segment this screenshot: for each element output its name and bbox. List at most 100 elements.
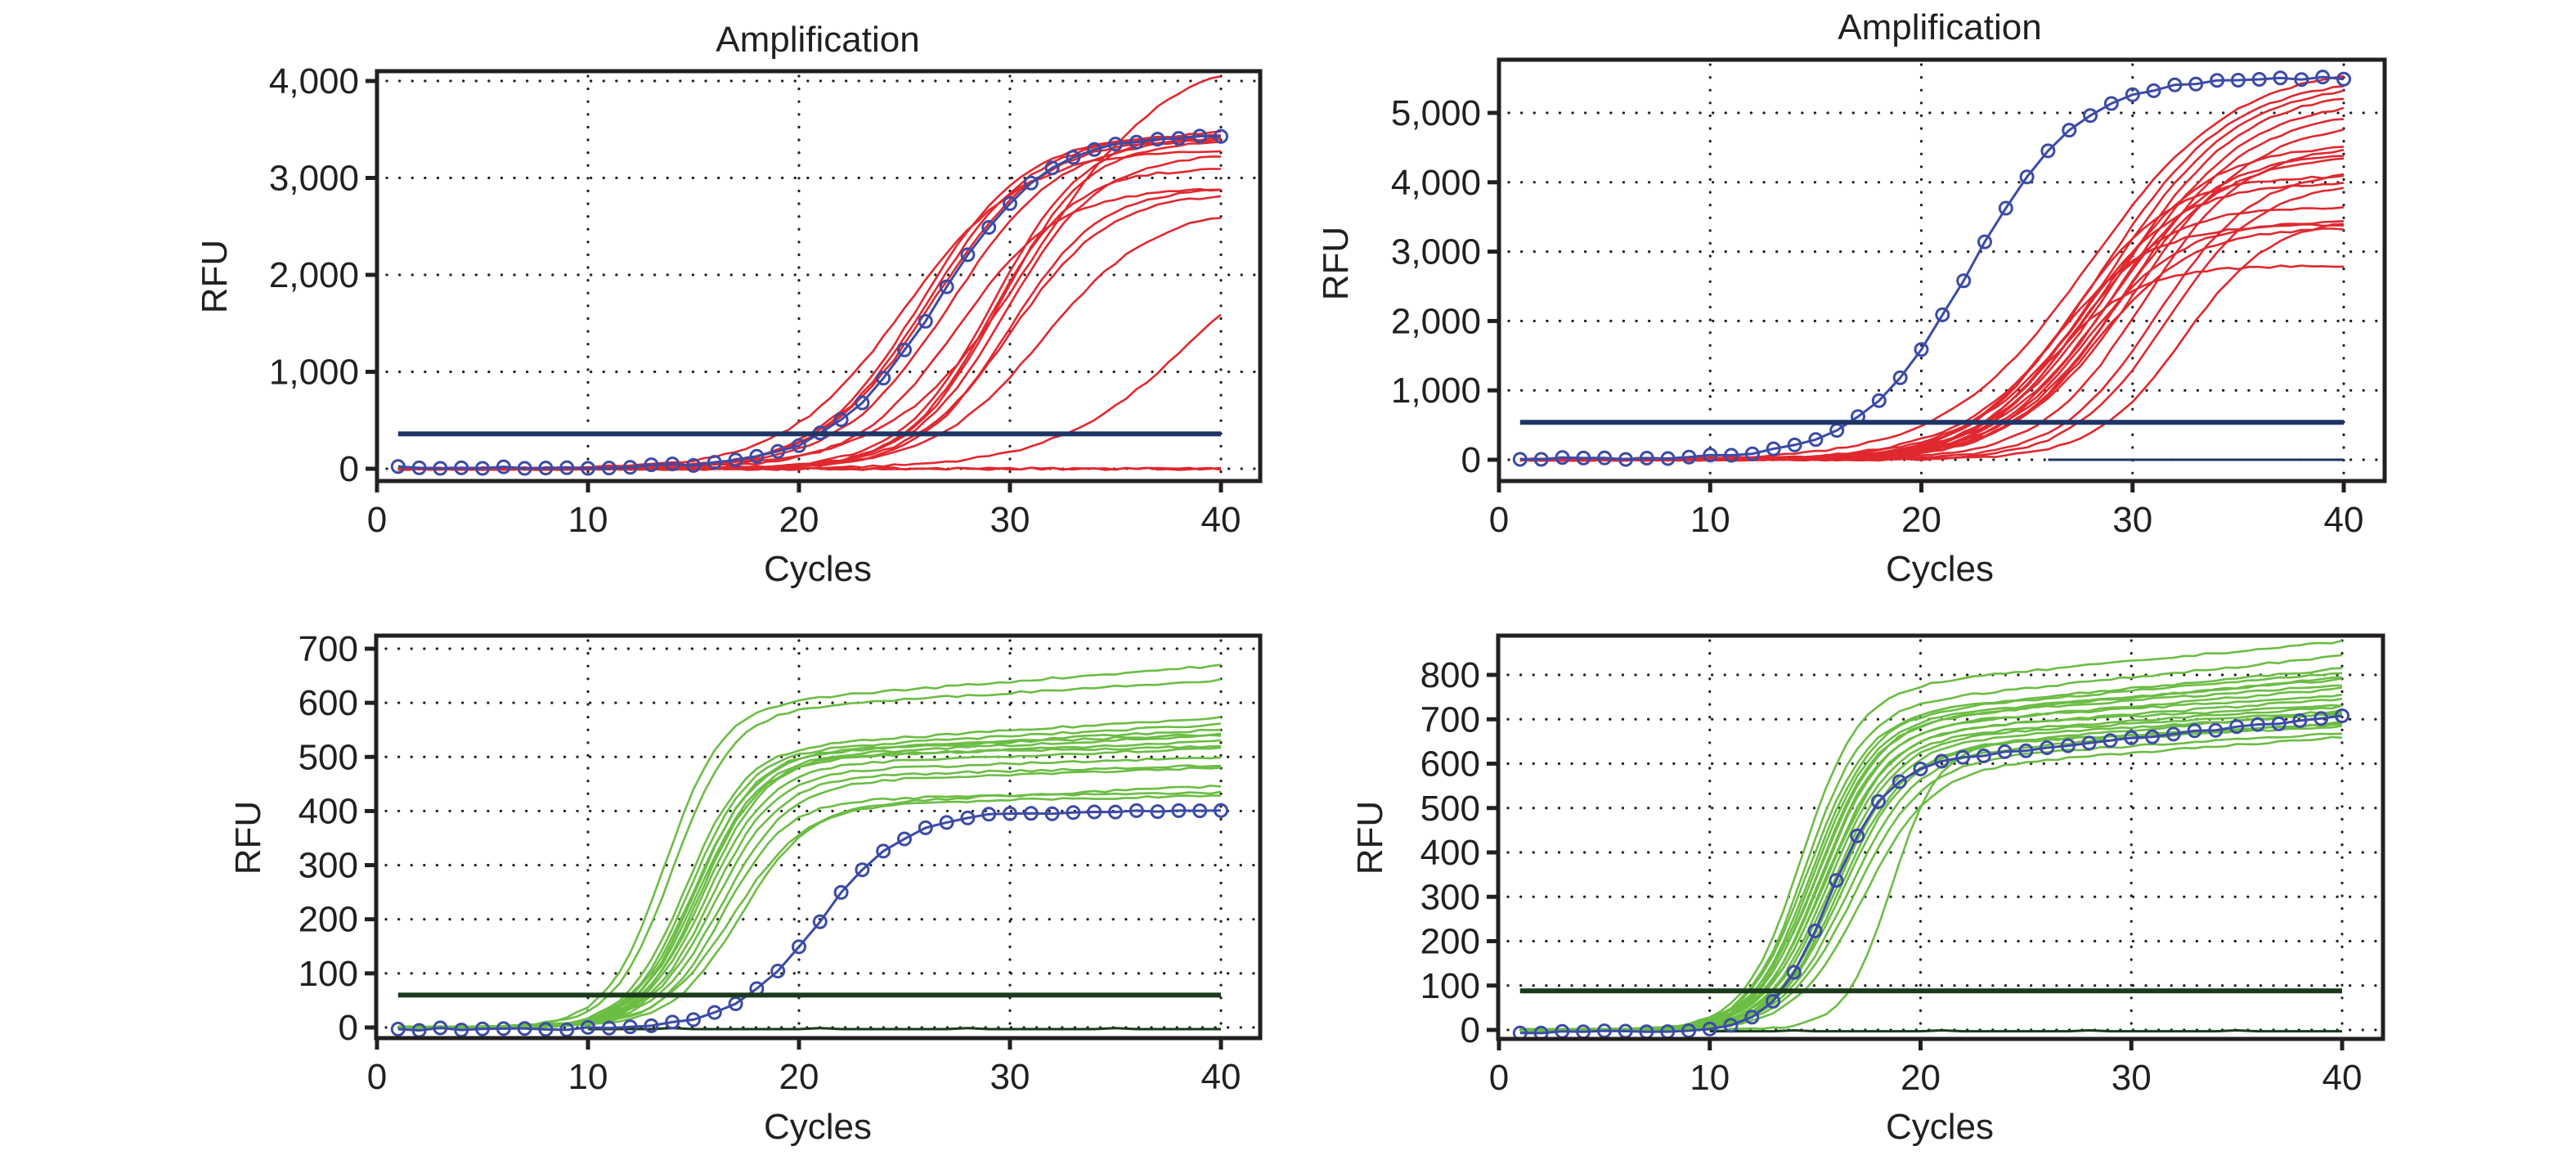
y-tick-label: 600 — [298, 683, 358, 723]
sample-curve — [1519, 89, 2345, 462]
reference-point — [2210, 73, 2225, 88]
reference-point — [390, 1022, 406, 1036]
reference-point — [686, 458, 701, 473]
reference-point — [496, 459, 511, 474]
sample-curve — [397, 168, 1222, 471]
reference-point — [981, 807, 997, 822]
sample-curve — [397, 785, 1222, 1030]
reference-point — [454, 460, 469, 475]
reference-point — [707, 1005, 722, 1020]
reference-point — [812, 914, 828, 929]
reference-point — [1807, 924, 1823, 938]
y-tick-label: 200 — [1420, 922, 1480, 962]
reference-point — [1192, 803, 1208, 819]
reference-point — [1066, 150, 1081, 165]
sample-curve — [1519, 722, 2343, 1032]
x-tick-label: 40 — [2324, 500, 2364, 540]
reference-point — [2145, 729, 2160, 744]
reference-point — [1724, 447, 1739, 463]
grid-lines — [384, 639, 1257, 1036]
y-tick-label: 500 — [1420, 789, 1480, 829]
reference-point — [1639, 451, 1654, 465]
reference-point — [1829, 873, 1844, 888]
reference-point — [1914, 342, 1929, 357]
x-tick-label: 20 — [1901, 500, 1941, 540]
y-tick-label: 2,000 — [269, 255, 359, 295]
x-tick-label: 0 — [367, 1057, 387, 1097]
x-tick-label: 30 — [2112, 1058, 2152, 1098]
reference-point — [496, 1021, 511, 1036]
reference-point — [2060, 738, 2076, 753]
reference-curve — [397, 134, 1222, 470]
reference-point — [1977, 234, 1992, 250]
reference-point — [622, 460, 638, 475]
sample-curve — [1519, 85, 2345, 462]
reference-point — [918, 313, 933, 329]
y-tick-label: 3,000 — [269, 159, 359, 199]
reference-point — [1850, 828, 1865, 843]
reference-point — [2315, 70, 2331, 85]
y-tick-label: 3,000 — [1391, 232, 1481, 272]
x-tick-label: 40 — [1201, 1057, 1241, 1097]
reference-point — [2083, 108, 2098, 124]
reference-point — [2294, 72, 2309, 88]
sample-curve — [1519, 735, 2343, 1032]
reference-point — [2019, 169, 2035, 185]
x-tick-label: 0 — [1489, 1058, 1509, 1098]
reference-point — [1150, 804, 1165, 820]
y-tick-label: 200 — [298, 900, 358, 940]
reference-point — [960, 810, 976, 825]
reference-point — [1913, 762, 1928, 776]
reference-point — [1871, 393, 1887, 408]
reference-point — [1955, 749, 1971, 765]
reference-point — [1744, 446, 1760, 461]
reference-point — [644, 1018, 659, 1033]
reference-point — [939, 279, 954, 294]
reference-point — [855, 862, 870, 878]
y-tick-label: 0 — [339, 1008, 358, 1048]
y-axis-label: RFU — [1350, 801, 1390, 874]
reference-point — [707, 455, 722, 470]
reference-point — [1618, 452, 1633, 467]
reference-point — [1512, 452, 1528, 467]
y-tick-label: 0 — [1461, 440, 1481, 480]
reference-point — [2125, 87, 2140, 102]
sample-curve — [1519, 704, 2343, 1032]
chart-title: Amplification — [1838, 7, 2041, 47]
reference-point — [1892, 370, 1908, 385]
reference-point — [581, 461, 595, 476]
plot-area — [390, 74, 1228, 476]
sample-curve — [397, 728, 1222, 1030]
x-tick-label: 10 — [568, 1057, 608, 1097]
reference-point — [1171, 131, 1187, 146]
reference-point — [1044, 806, 1060, 821]
reference-point — [2229, 719, 2245, 735]
reference-point — [833, 412, 849, 427]
reference-point — [876, 371, 891, 386]
reference-point — [2230, 73, 2246, 88]
sample-curve — [397, 732, 1222, 1030]
reference-point — [644, 457, 659, 473]
reference-point — [728, 996, 743, 1011]
reference-point — [2336, 71, 2351, 87]
reference-point — [1533, 1025, 1549, 1039]
sample-curve — [1519, 146, 2345, 461]
reference-point — [559, 1022, 575, 1037]
reference-point — [2165, 726, 2181, 742]
reference-point — [665, 456, 680, 472]
sample-curve — [397, 764, 1222, 1029]
chart-bottom-left: RFU Cycles 0 100 200 300 400 500 600 700 0 10 20 30… — [228, 629, 1263, 1147]
sample-curve — [1519, 710, 2343, 1032]
reference-point — [1023, 175, 1039, 191]
sample-curve — [1519, 174, 2345, 462]
reference-point — [2040, 740, 2055, 755]
reference-point — [770, 964, 786, 978]
reference-point — [1003, 196, 1017, 211]
y-tick-label: 4,000 — [269, 61, 359, 101]
reference-point — [1171, 803, 1187, 818]
reference-point — [517, 461, 532, 476]
reference-curve — [397, 809, 1222, 1032]
reference-point — [1956, 273, 1972, 289]
y-tick-label: 300 — [1420, 877, 1480, 917]
sample-curve — [1519, 128, 2345, 462]
